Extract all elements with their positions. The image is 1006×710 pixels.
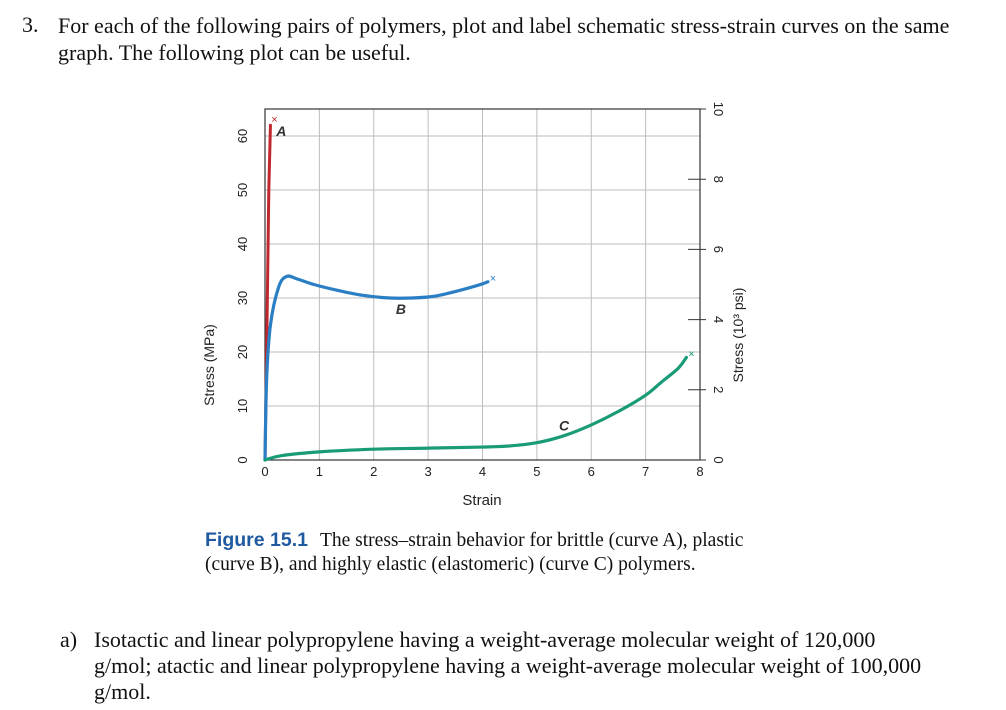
x-tick-label: 7 [642,464,649,479]
question-text: For each of the following pairs of polym… [58,13,950,65]
y2-tick-label: 10 [711,102,726,116]
y2-axis-label: Stress (10³ psi) [730,288,746,383]
series-line-B [263,274,490,462]
y2-tick-label: 6 [711,246,726,253]
x-tick-label: 6 [588,464,595,479]
series-line-C [263,355,689,462]
grid [265,109,700,460]
x-tick-label: 5 [533,464,540,479]
plot-frame [264,108,701,461]
y-tick-label: 20 [235,345,250,359]
y2-tick-label: 2 [711,386,726,393]
x-tick-label: 2 [370,464,377,479]
ticks: 0 1 2 3 4 5 6 7 8 0 10 20 30 40 50 60 0 2 4 6 8 10 [235,102,726,479]
curve-label-A: A [275,123,286,139]
y-tick-label: 30 [235,291,250,305]
x-tick-label: 3 [425,464,432,479]
fracture-mark-B: × [490,273,496,285]
curve-label-C: C [559,417,570,433]
y-tick-label: 60 [235,129,250,143]
x-axis-label: Strain [462,492,501,509]
figure-label: Figure 15.1 [205,529,308,551]
figure-caption: Figure 15.1 The stress–strain behavior fo… [205,528,765,577]
stress-strain-figure: 0 1 2 3 4 5 6 7 8 0 10 20 30 40 50 60 0 2 4 6 8 10 × × × A B C St… [190,95,790,525]
series: × × × [263,114,695,462]
figure-caption-text: The stress–strain behavior for brittle (… [205,530,744,575]
stress-strain-chart: 0 1 2 3 4 5 6 7 8 0 10 20 30 40 50 60 0 2 4 6 8 10 × × × A B C St… [201,102,746,509]
curve-labels: A B C [275,123,570,433]
y2-tick-label: 8 [711,176,726,183]
fracture-mark-A: × [271,114,277,126]
y-tick-label: 40 [235,237,250,251]
y-tick-label: 50 [235,183,250,197]
fracture-mark-C: × [688,348,694,360]
y-tick-label: 10 [235,399,250,413]
axes [264,108,701,461]
y2-tick-label: 0 [711,456,726,463]
x-tick-label: 0 [261,464,268,479]
x-tick-label: 1 [316,464,323,479]
y-axis-label: Stress (MPa) [201,324,217,406]
x-tick-label: 4 [479,464,486,479]
x-tick-label: 8 [696,464,703,479]
curve-label-B: B [396,301,406,317]
question-number: 3. [22,12,39,37]
part-a-letter: a) [60,627,78,652]
part-a-text: Isotactic and linear polypropylene havin… [94,627,922,704]
y2-tick-label: 4 [711,316,726,323]
y-tick-label: 0 [235,456,250,463]
